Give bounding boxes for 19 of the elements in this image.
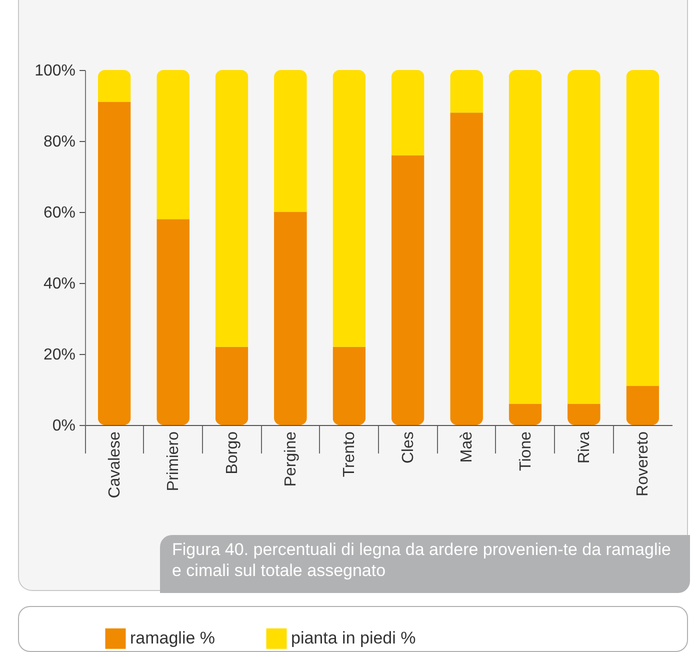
x-tick-label: Cavalese (106, 431, 124, 498)
text: Figura 40. percentuali di legna da ardere provenien-te da ramaglie e cimali sul totale assegnato (160, 535, 690, 593)
x-tick-label: Cles (400, 432, 417, 464)
x-tick-label: Maè (458, 431, 476, 463)
x-tick-label: Riva (576, 431, 593, 464)
x-tick-label: Primiero (165, 431, 182, 492)
legend-label: pianta in piedi % (291, 628, 416, 648)
x-tick-label: Pergine (282, 431, 300, 487)
x-tick-label: Tione (517, 431, 534, 471)
legend-label: ramaglie % (130, 628, 216, 648)
y-tick-label: 40% (43, 276, 76, 292)
y-tick-label: 80% (43, 134, 76, 150)
y-tick-label: 60% (43, 204, 76, 222)
y-tick-label: 100% (34, 62, 76, 80)
y-tick-label: 20% (43, 346, 76, 364)
x-tick-label: Borgo (224, 431, 241, 474)
y-tick-label: 0% (52, 418, 76, 434)
x-tick-label: Rovereto (634, 431, 652, 496)
x-tick-label: Trento (341, 431, 358, 478)
